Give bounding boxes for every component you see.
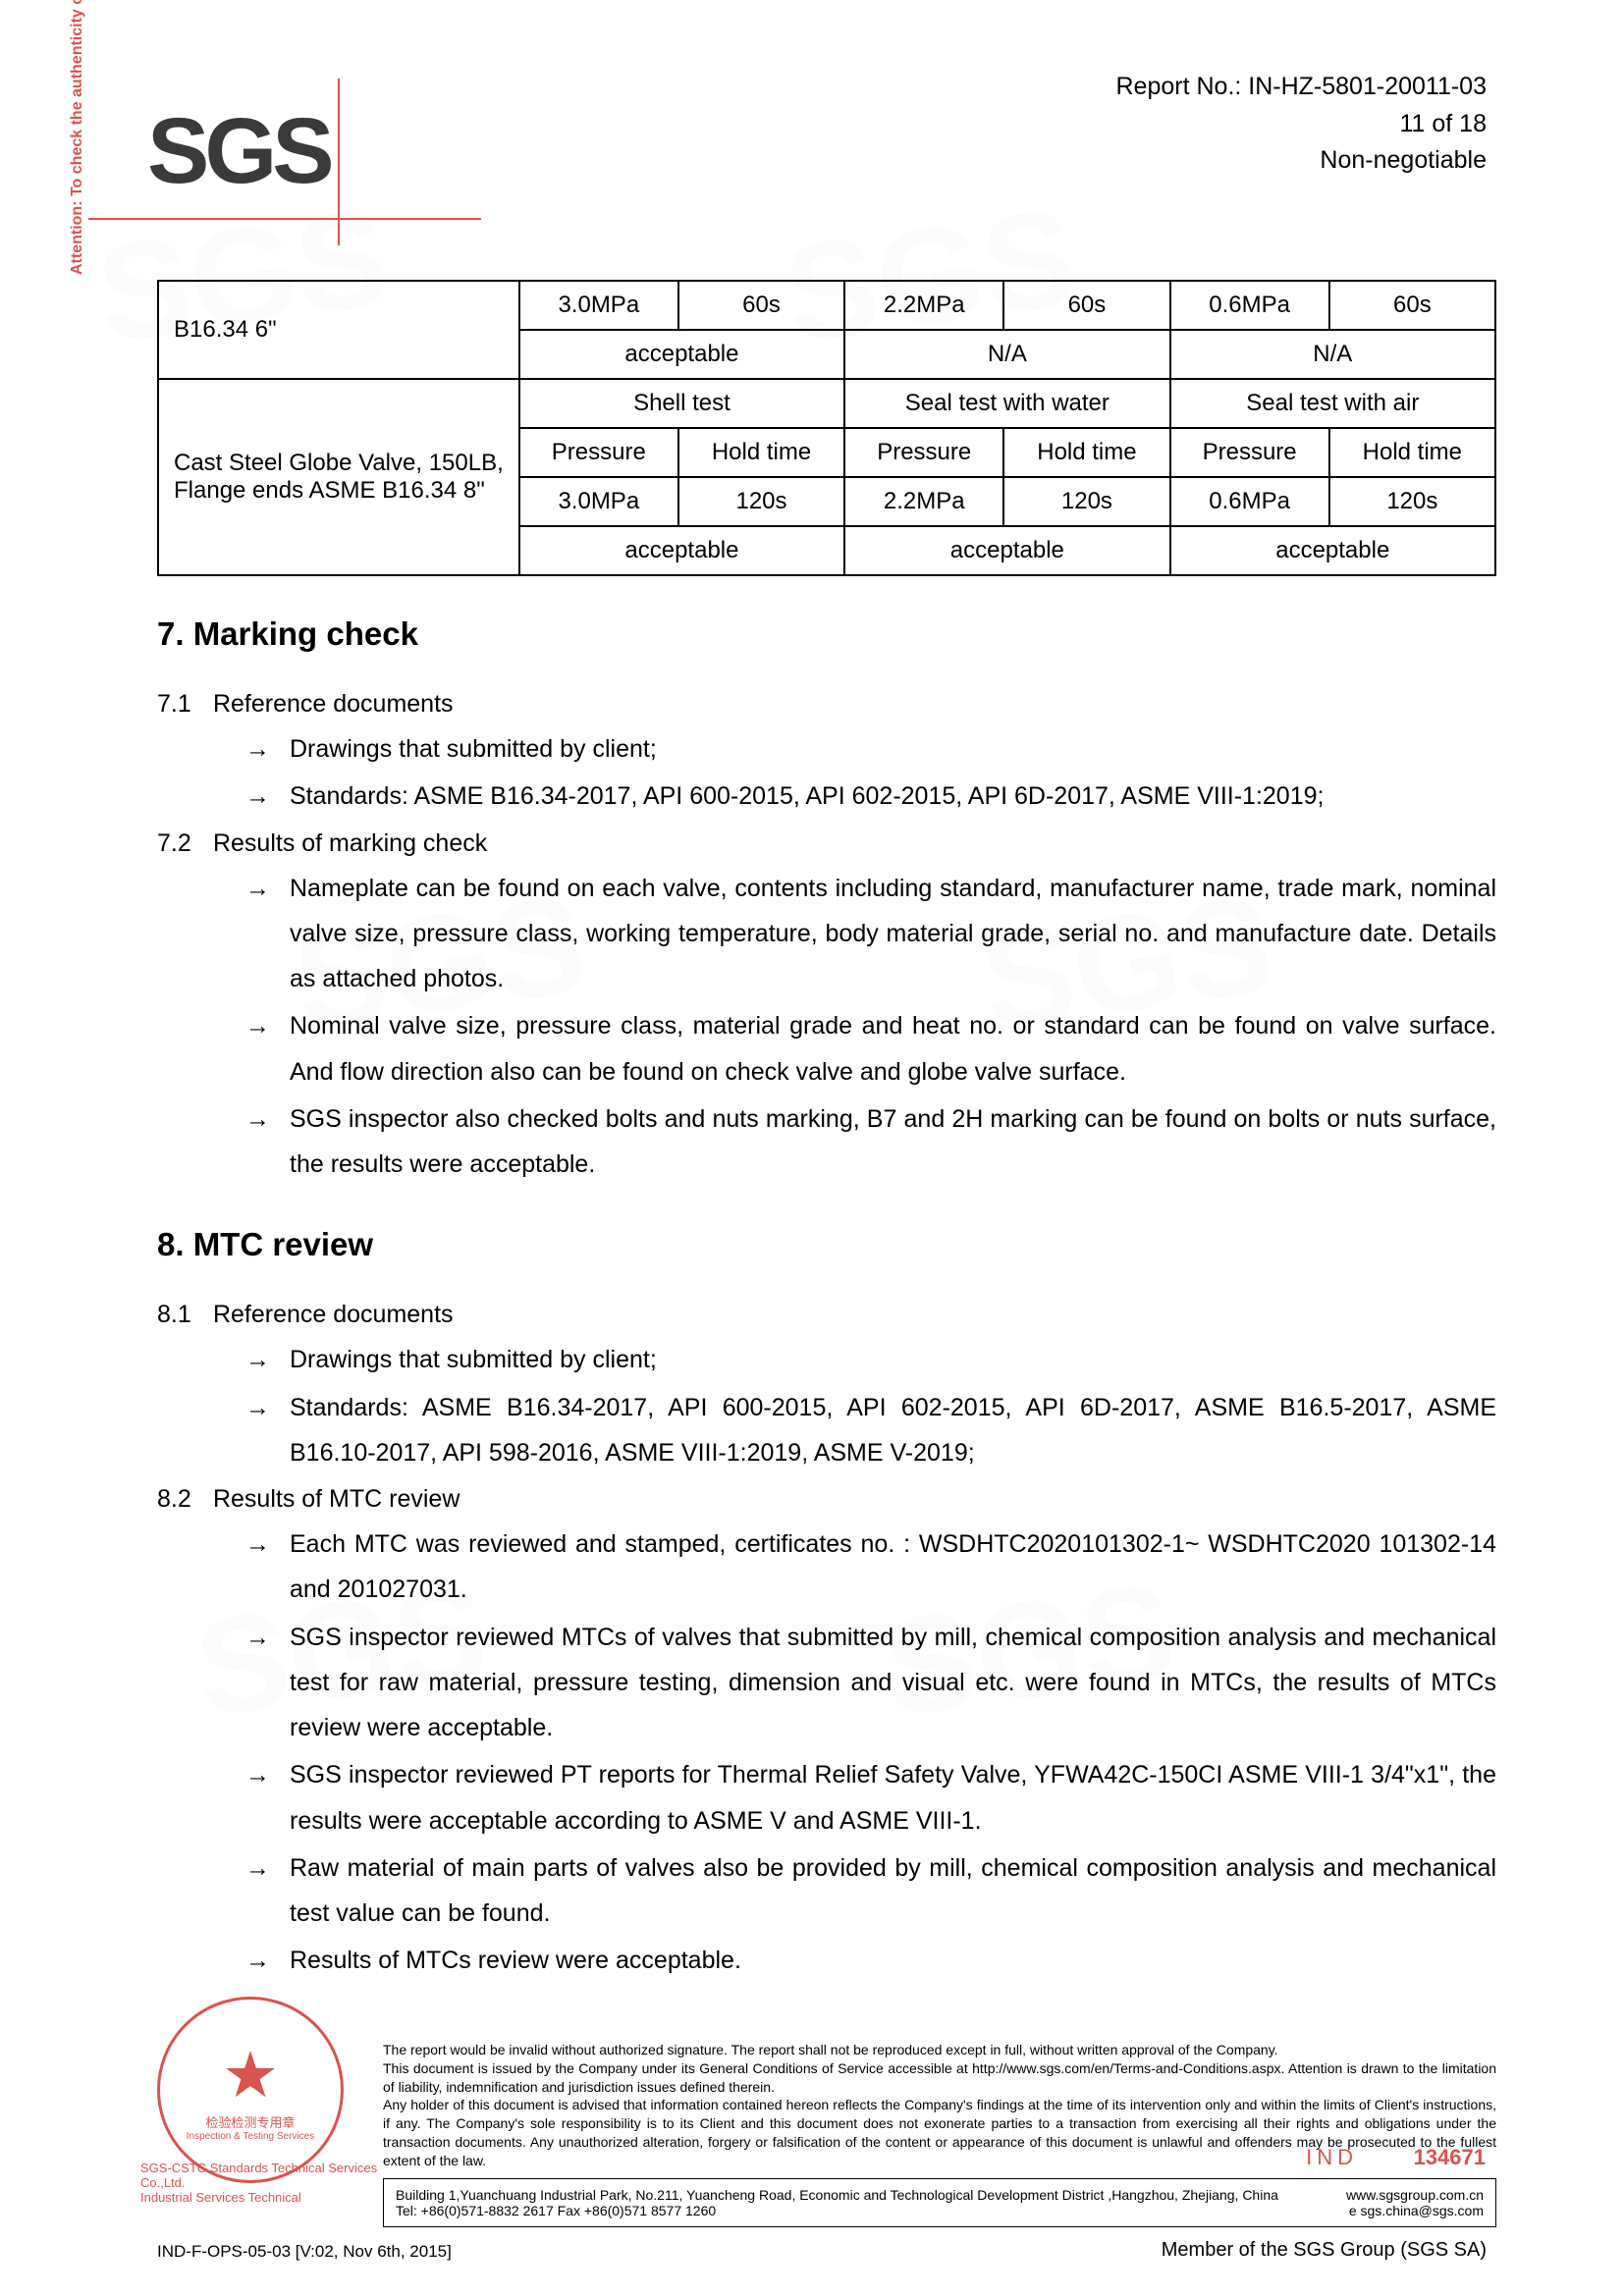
bullet-item: →Each MTC was reviewed and stamped, cert… <box>245 1522 1496 1613</box>
address-box: IND 134671 Building 1,Yuanchuang Industr… <box>383 2178 1496 2227</box>
company-stamp: ★ 检验检测专用章 Inspection & Testing Services … <box>157 1997 344 2183</box>
table-cell: Hold time <box>1329 428 1495 477</box>
table-cell: 3.0MPa <box>519 477 678 526</box>
table-cell: Seal test with air <box>1170 379 1495 428</box>
authenticity-notice: Attention: To check the authenticity of … <box>69 0 86 275</box>
table-cell: 60s <box>1329 281 1495 330</box>
member-line: Member of the SGS Group (SGS SA) <box>1162 2239 1487 2262</box>
form-reference: IND-F-OPS-05-03 [V:02, Nov 6th, 2015] <box>157 2242 452 2262</box>
section-7-1: 7.1 Reference documents <box>157 682 1496 726</box>
table-cell: N/A <box>1170 330 1495 379</box>
table-cell: Shell test <box>519 379 844 428</box>
table-cell: 120s <box>678 477 844 526</box>
arrow-icon: → <box>245 1337 270 1382</box>
bullet-item: →Results of MTCs review were acceptable. <box>245 1938 1496 1983</box>
bullet-item: →Standards: ASME B16.34-2017, API 600-20… <box>245 1385 1496 1476</box>
star-icon: ★ <box>187 2038 314 2112</box>
table-cell: Hold time <box>678 428 844 477</box>
table-cell: N/A <box>844 330 1169 379</box>
arrow-icon: → <box>245 1096 270 1142</box>
table-cell: Pressure <box>1170 428 1329 477</box>
arrow-icon: → <box>245 1615 270 1660</box>
section-8-1: 8.1 Reference documents <box>157 1293 1496 1337</box>
bullet-item: →SGS inspector also checked bolts and nu… <box>245 1096 1496 1188</box>
page-footer: ★ 检验检测专用章 Inspection & Testing Services … <box>157 2041 1496 2227</box>
table-cell: 60s <box>678 281 844 330</box>
table-cell: 120s <box>1003 477 1169 526</box>
sgs-logo: SGS <box>147 98 330 205</box>
arrow-icon: → <box>245 1938 270 1983</box>
table-cell: acceptable <box>1170 526 1495 575</box>
table-cell: 0.6MPa <box>1170 477 1329 526</box>
table-cell: 60s <box>1003 281 1169 330</box>
arrow-icon: → <box>245 1845 270 1891</box>
bullet-item: →SGS inspector reviewed MTCs of valves t… <box>245 1615 1496 1751</box>
bullet-item: →Drawings that submitted by client; <box>245 726 1496 772</box>
stamp-label: SGS-CSTC Standards Technical Services Co… <box>140 2161 386 2205</box>
table-cell: Seal test with water <box>844 379 1169 428</box>
table-cell: Pressure <box>844 428 1003 477</box>
arrow-icon: → <box>245 1752 270 1797</box>
table-cell: 2.2MPa <box>844 281 1003 330</box>
section-8-heading: 8. MTC review <box>157 1226 1496 1263</box>
table-cell: Hold time <box>1003 428 1169 477</box>
bullet-item: →SGS inspector reviewed PT reports for T… <box>245 1752 1496 1843</box>
arrow-icon: → <box>245 726 270 772</box>
ind-label: IND <box>1306 2145 1358 2170</box>
table-cell: 120s <box>1329 477 1495 526</box>
table-cell: acceptable <box>844 526 1169 575</box>
table-cell: 0.6MPa <box>1170 281 1329 330</box>
arrow-icon: → <box>245 774 270 819</box>
ind-number: 134671 <box>1414 2145 1486 2170</box>
bullet-item: →Nominal valve size, pressure class, mat… <box>245 1003 1496 1095</box>
test-results-table: B16.34 6" 3.0MPa 60s 2.2MPa 60s 0.6MPa 6… <box>157 280 1496 576</box>
section-8-2: 8.2 Results of MTC review <box>157 1477 1496 1522</box>
section-7-heading: 7. Marking check <box>157 615 1496 653</box>
table-cell: Pressure <box>519 428 678 477</box>
arrow-icon: → <box>245 1003 270 1048</box>
bullet-item: →Nameplate can be found on each valve, c… <box>245 866 1496 1002</box>
section-7-2: 7.2 Results of marking check <box>157 822 1496 866</box>
table-cell: acceptable <box>519 526 844 575</box>
report-number: Report No.: IN-HZ-5801-20011-03 <box>1116 69 1488 106</box>
report-header: Report No.: IN-HZ-5801-20011-03 11 of 18… <box>1116 69 1488 180</box>
table-cell: acceptable <box>519 330 844 379</box>
page-number: 11 of 18 <box>1116 106 1488 143</box>
negotiable-status: Non-negotiable <box>1116 142 1488 180</box>
bullet-item: →Drawings that submitted by client; <box>245 1337 1496 1382</box>
arrow-icon: → <box>245 1385 270 1430</box>
table-cell: Cast Steel Globe Valve, 150LB, Flange en… <box>158 379 519 575</box>
bullet-item: →Standards: ASME B16.34-2017, API 600-20… <box>245 774 1496 819</box>
arrow-icon: → <box>245 866 270 911</box>
bullet-item: →Raw material of main parts of valves al… <box>245 1845 1496 1937</box>
table-cell: B16.34 6" <box>158 281 519 379</box>
arrow-icon: → <box>245 1522 270 1567</box>
table-cell: 2.2MPa <box>844 477 1003 526</box>
table-cell: 3.0MPa <box>519 281 678 330</box>
